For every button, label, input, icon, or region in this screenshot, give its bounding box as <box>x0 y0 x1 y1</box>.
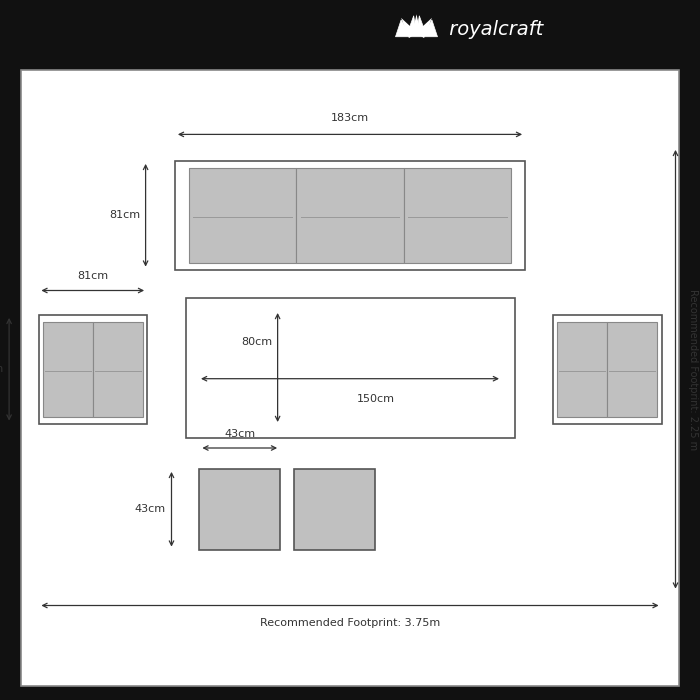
Bar <box>189 167 296 263</box>
Text: Recommended Footprint: 3.75m: Recommended Footprint: 3.75m <box>260 618 440 628</box>
Polygon shape <box>412 15 421 35</box>
Bar <box>557 321 608 417</box>
Bar <box>608 321 657 417</box>
Bar <box>21 70 679 686</box>
Text: 72cm: 72cm <box>0 364 4 374</box>
Bar <box>189 167 511 263</box>
Bar <box>553 315 662 424</box>
Polygon shape <box>416 18 432 38</box>
Text: 43cm: 43cm <box>135 504 166 514</box>
Bar <box>92 321 143 417</box>
Text: Recommended Footprint: 2.25 m: Recommended Footprint: 2.25 m <box>688 288 698 450</box>
Text: 80cm: 80cm <box>241 337 272 347</box>
Bar <box>199 469 280 550</box>
Text: 81cm: 81cm <box>109 210 140 220</box>
Bar <box>43 321 143 417</box>
Bar <box>186 298 514 438</box>
Bar <box>296 167 404 263</box>
Bar <box>404 167 511 263</box>
Polygon shape <box>401 18 417 38</box>
Bar <box>294 469 374 550</box>
Polygon shape <box>395 15 438 36</box>
Text: 43cm: 43cm <box>224 429 256 439</box>
Text: 81cm: 81cm <box>77 271 108 281</box>
Bar <box>557 321 657 417</box>
Text: 150cm: 150cm <box>357 394 395 404</box>
Bar <box>0 0 700 60</box>
Bar <box>38 315 147 424</box>
Text: royalcraft: royalcraft <box>443 20 543 39</box>
Bar <box>175 161 525 270</box>
Text: 183cm: 183cm <box>331 113 369 123</box>
Bar <box>43 321 92 417</box>
